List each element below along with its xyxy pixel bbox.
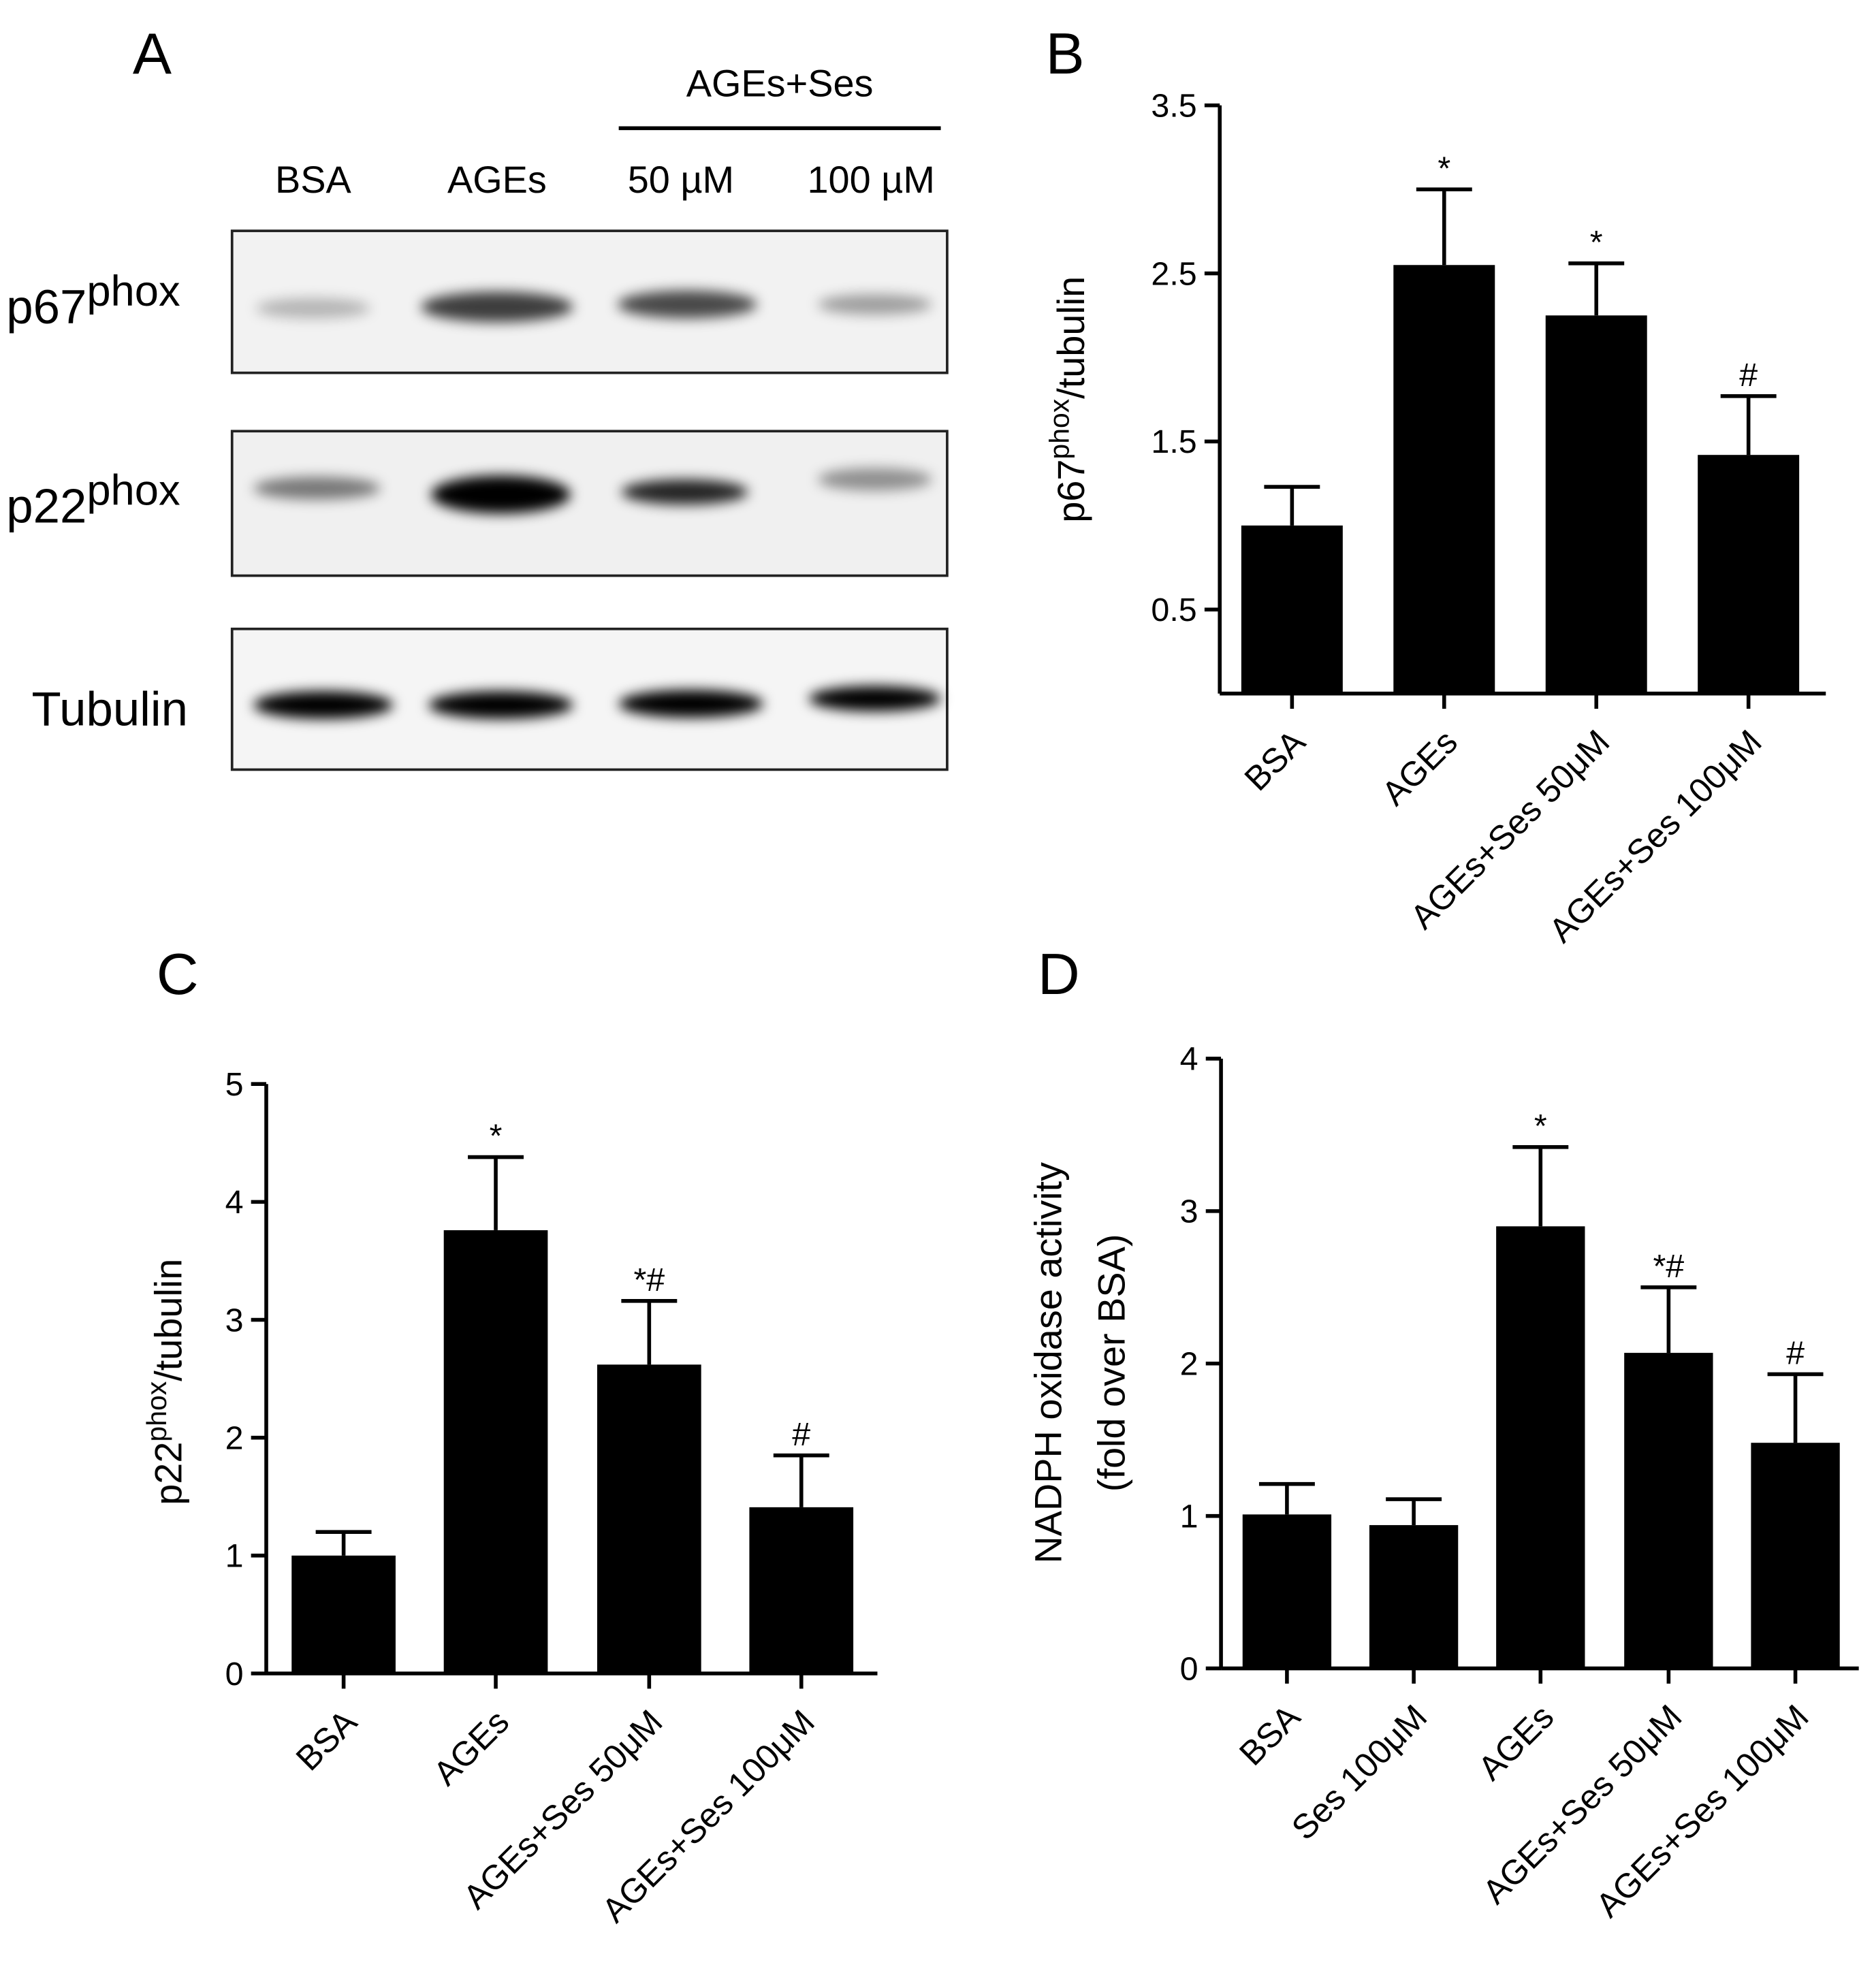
bar bbox=[1624, 1353, 1713, 1669]
y-axis-label: NADPH oxidase activity bbox=[1026, 1162, 1069, 1564]
y-tick-label: 4 bbox=[1180, 1041, 1198, 1078]
y-axis-label: p67phox/tubulin bbox=[1044, 276, 1092, 523]
row-label: Tubulin bbox=[32, 682, 188, 735]
y-tick-label: 3 bbox=[225, 1302, 244, 1338]
western-blot: A AGEs+Ses BSA AGEs 50 µM 100 µM p67phox… bbox=[6, 21, 949, 771]
x-tick-label: BSA bbox=[1232, 1697, 1308, 1773]
y-axis-label: (fold over BSA) bbox=[1090, 1234, 1133, 1492]
y-tick-label: 4 bbox=[225, 1184, 244, 1221]
bar bbox=[1545, 315, 1647, 694]
y-axis-label-rest: /tubulin bbox=[1049, 276, 1092, 399]
y-axis-label-base: p22 bbox=[146, 1442, 189, 1505]
blot-box bbox=[230, 430, 949, 577]
panel-label: D bbox=[1038, 942, 1080, 1007]
y-axis-label-sup: phox bbox=[141, 1381, 172, 1441]
y-tick-label: 2 bbox=[1180, 1346, 1198, 1383]
significance-mark: # bbox=[1739, 357, 1758, 394]
significance-mark: * bbox=[1590, 224, 1603, 261]
y-tick-label: 0 bbox=[1180, 1650, 1198, 1687]
y-axis-label-rest: /tubulin bbox=[146, 1259, 189, 1381]
y-tick-label: 0.5 bbox=[1151, 592, 1196, 628]
row-label-base: p67 bbox=[6, 280, 86, 334]
y-tick-label: 3 bbox=[1180, 1193, 1198, 1230]
x-tick-label: AGEs+Ses 100μM bbox=[1588, 1697, 1815, 1925]
x-tick-label: BSA bbox=[1237, 722, 1313, 798]
bar bbox=[1496, 1226, 1585, 1669]
x-tick-label: AGEs bbox=[426, 1702, 516, 1793]
panel-label: A bbox=[133, 21, 172, 86]
bar bbox=[1241, 525, 1343, 694]
lane-label: AGEs bbox=[447, 158, 547, 201]
group-label: AGEs+Ses bbox=[686, 62, 874, 105]
row-label: p22phox bbox=[6, 466, 180, 532]
bar bbox=[1369, 1525, 1459, 1669]
panel-label: C bbox=[157, 942, 199, 1007]
significance-mark: * bbox=[490, 1118, 503, 1155]
x-tick-label: AGEs bbox=[1470, 1697, 1561, 1788]
panel-label: B bbox=[1045, 21, 1084, 86]
row-label: p67phox bbox=[6, 268, 180, 334]
significance-mark: *# bbox=[633, 1262, 665, 1298]
bar bbox=[1698, 455, 1800, 694]
significance-mark: * bbox=[1534, 1108, 1547, 1144]
bar bbox=[1393, 265, 1495, 694]
y-tick-label: 3.5 bbox=[1151, 88, 1196, 125]
significance-mark: *# bbox=[1653, 1248, 1684, 1285]
bar bbox=[597, 1364, 701, 1674]
row-label-sup: phox bbox=[86, 466, 180, 514]
bar bbox=[1751, 1443, 1840, 1669]
lane-label: 100 µM bbox=[807, 158, 934, 201]
y-axis-label-base: p67 bbox=[1049, 460, 1092, 523]
lane-label: BSA bbox=[275, 158, 351, 201]
x-tick-label: Ses 100μM bbox=[1284, 1697, 1434, 1848]
y-tick-label: 2.5 bbox=[1151, 255, 1196, 292]
bar bbox=[443, 1230, 548, 1674]
y-tick-label: 1 bbox=[225, 1538, 244, 1575]
row-label-sup: phox bbox=[86, 268, 180, 315]
bar bbox=[1242, 1514, 1332, 1669]
y-tick-label: 1.5 bbox=[1151, 423, 1196, 460]
lane-label: 50 µM bbox=[628, 158, 734, 201]
bar bbox=[291, 1555, 396, 1674]
y-axis-label-sup: phox bbox=[1044, 398, 1075, 459]
y-tick-label: 0 bbox=[225, 1656, 244, 1693]
bands bbox=[253, 290, 941, 719]
significance-mark: # bbox=[792, 1416, 810, 1453]
y-axis-label: p22phox/tubulin bbox=[141, 1259, 189, 1505]
row-label-base: p22 bbox=[6, 479, 86, 532]
significance-mark: # bbox=[1786, 1335, 1805, 1372]
x-tick-label: BSA bbox=[288, 1702, 364, 1778]
bar bbox=[749, 1507, 854, 1674]
significance-mark: * bbox=[1438, 150, 1450, 187]
x-tick-label: AGEs bbox=[1374, 722, 1465, 813]
y-tick-label: 2 bbox=[225, 1420, 244, 1456]
y-tick-label: 5 bbox=[225, 1066, 244, 1103]
y-tick-label: 1 bbox=[1180, 1498, 1198, 1535]
